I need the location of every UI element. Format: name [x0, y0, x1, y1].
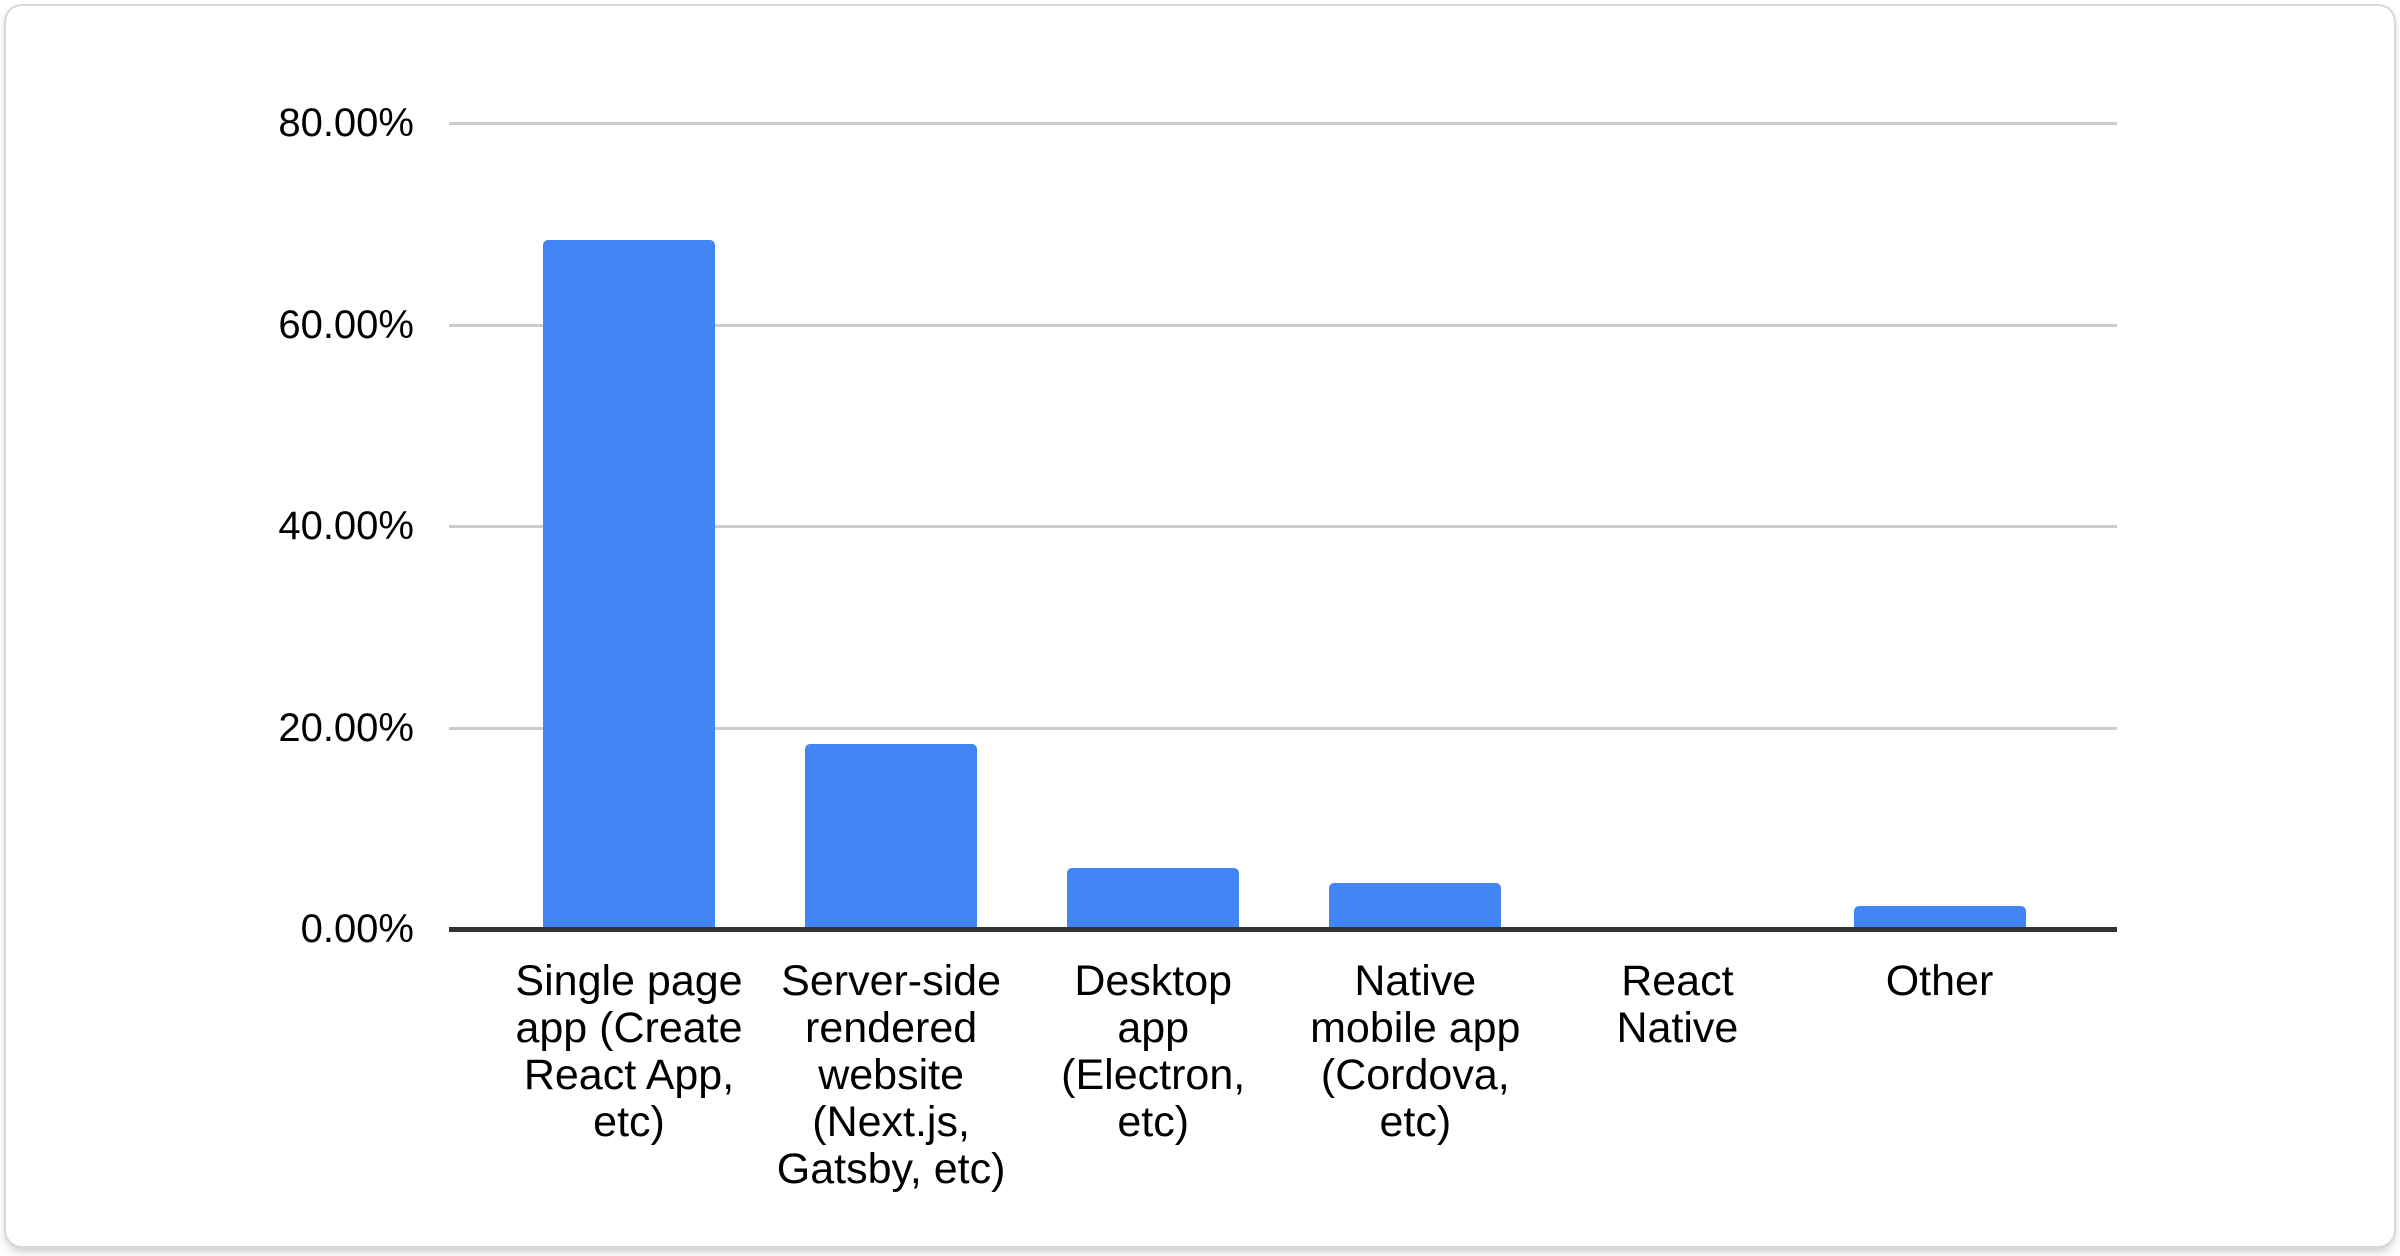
- gridline-20: [449, 726, 2117, 730]
- chart-card: 80.00% 60.00% 40.00% 20.00% 0.00% Single pag…: [4, 4, 2396, 1248]
- gridline-80: [449, 122, 2117, 125]
- x-category-label: Desktop app (Electron, etc): [1061, 957, 1246, 1146]
- bar-3: [1067, 867, 1240, 929]
- x-category-label: Native mobile app (Cordova, etc): [1310, 957, 1521, 1146]
- bar-4: [1329, 882, 1502, 929]
- gridline-60: [449, 323, 2117, 327]
- gridline-40: [449, 525, 2117, 528]
- x-category-label: Other: [1885, 957, 1994, 1005]
- y-tick-label: 80.00%: [278, 101, 414, 145]
- bar-1: [543, 239, 715, 929]
- bar-6: [1853, 905, 2026, 929]
- y-tick-label: 40.00%: [278, 504, 414, 548]
- plot-area: [449, 122, 2117, 929]
- x-category-label: Single page app (Create React App, etc): [515, 957, 743, 1146]
- x-axis-line: [449, 927, 2117, 932]
- x-category-label: React Native: [1616, 957, 1739, 1052]
- y-tick-label: 60.00%: [278, 302, 414, 347]
- y-tick-label: 20.00%: [278, 705, 414, 750]
- x-category-label: Server-side rendered website (Next.js, G…: [776, 957, 1006, 1193]
- bar-2: [805, 743, 978, 929]
- y-tick-label: 0.00%: [300, 907, 414, 951]
